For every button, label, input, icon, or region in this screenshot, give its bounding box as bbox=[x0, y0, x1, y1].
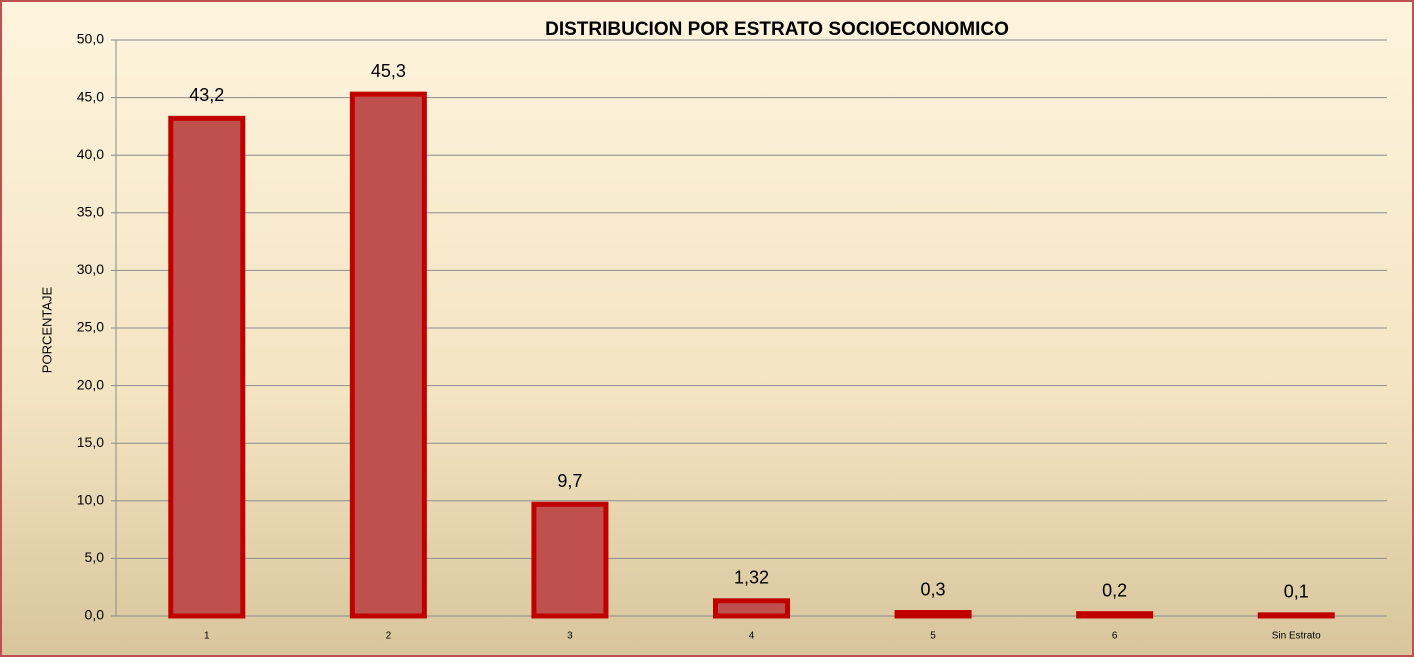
bar bbox=[1257, 612, 1335, 619]
chart-title: DISTRIBUCION POR ESTRATO SOCIOECONOMICO bbox=[545, 19, 1009, 40]
bar bbox=[1076, 611, 1154, 619]
y-tick-label: 40,0 bbox=[77, 146, 104, 162]
x-tick-label: 6 bbox=[1112, 631, 1118, 642]
x-tick-label: 2 bbox=[386, 631, 392, 642]
value-label: 45,3 bbox=[371, 61, 406, 81]
bar bbox=[713, 598, 790, 619]
value-label: 9,7 bbox=[557, 471, 582, 491]
y-tick-label: 30,0 bbox=[77, 261, 104, 277]
value-label: 0,2 bbox=[1102, 580, 1127, 600]
x-tick-label: 4 bbox=[749, 631, 755, 642]
y-axis-label: PORCENTAJE bbox=[39, 286, 54, 373]
y-tick-label: 50,0 bbox=[77, 31, 104, 47]
x-tick-label: 1 bbox=[204, 631, 210, 642]
x-tick-label: 5 bbox=[930, 631, 936, 642]
bar bbox=[531, 501, 609, 619]
y-tick-label: 45,0 bbox=[77, 88, 104, 104]
bar bbox=[894, 610, 972, 619]
y-tick-label: 0,0 bbox=[85, 607, 105, 623]
value-label: 0,3 bbox=[921, 579, 946, 599]
x-tick-label: Sin Estrato bbox=[1272, 631, 1321, 642]
bar bbox=[168, 115, 246, 619]
y-tick-label: 20,0 bbox=[77, 376, 104, 392]
value-label: 0,1 bbox=[1284, 582, 1309, 602]
value-label: 43,2 bbox=[189, 85, 224, 105]
y-tick-label: 35,0 bbox=[77, 204, 104, 220]
y-tick-label: 25,0 bbox=[77, 319, 104, 335]
value-label: 1,32 bbox=[734, 568, 769, 588]
y-tick-label: 10,0 bbox=[77, 492, 104, 508]
y-tick-label: 5,0 bbox=[85, 549, 105, 565]
bar bbox=[349, 91, 427, 619]
y-tick-label: 15,0 bbox=[77, 434, 104, 450]
x-tick-label: 3 bbox=[567, 631, 573, 642]
